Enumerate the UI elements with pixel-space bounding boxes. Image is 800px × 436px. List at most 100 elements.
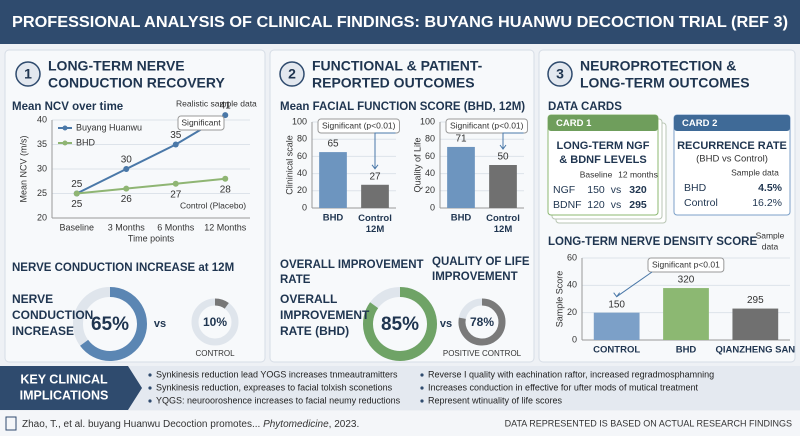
annotation: Significant (p<0.01) [322,120,396,130]
x-tick-label: 12 Months [204,222,247,232]
bullet-dot [420,373,424,377]
annotation-box [445,118,528,134]
section-title: RATE [280,274,311,286]
bar [663,288,709,340]
cell: 150 [587,184,605,196]
legend-label: Buyang Huanwu [76,122,142,132]
bar [319,152,347,208]
data-point [123,166,130,172]
data-point [172,141,179,148]
donut-arc [458,298,506,346]
donut-caption: INCREASE [12,324,74,338]
cell: 320 [629,184,647,196]
section-title: OVERALL IMPROVEMENT [280,259,424,271]
data-label: 27 [369,171,381,182]
donut-value: 10% [203,315,227,329]
separator: vs [611,184,622,196]
row-label: BDNF [553,199,582,211]
row-label: Control [684,197,718,209]
row-label: NGF [553,184,575,196]
y-tick-label: 40 [567,280,577,290]
annotation-arrow [616,271,653,298]
step-number: 2 [288,66,296,82]
annotation-box [177,115,225,131]
implications-arrow [0,366,142,410]
x-tick-label: Baseline [59,222,94,232]
donut-caption: POSITIVE CONTROL [443,349,522,358]
x-axis-label: Time points [128,233,175,243]
x-tick-label: Control 12M [486,213,520,235]
data-label: 71 [455,134,467,145]
bullet-text: Synkinesis reduction, expreases to facia… [156,382,393,392]
card-header [674,115,790,131]
arrow-head [613,292,621,298]
x-tick-label: BHD [451,213,472,224]
y-tick-label: 0 [302,202,307,212]
bullet-dot [148,373,152,377]
row-label: BHD [684,182,707,194]
note: Sample data [731,167,779,177]
card-title: & BDNF LEVELS [559,154,646,166]
cell: 4.5% [758,182,783,194]
separator: vs [154,318,166,330]
data-label: 25 [71,179,83,190]
bar [732,308,779,340]
data-label: 27 [170,189,182,200]
y-tick-label: 20 [425,185,435,195]
section-title: IMPROVEMENT [432,271,518,283]
column-header: Baseline [580,169,613,179]
donut-caption: CONTROL [195,349,235,358]
bar [447,146,475,208]
donut-caption: IMPROVEMENT [280,308,370,322]
y-tick-label: 100 [420,116,435,126]
citation-year: , 2023. [329,419,360,430]
bullet-dot [420,386,424,390]
y-tick-label: 30 [37,163,47,173]
x-tick-label: CONTROL [593,345,640,356]
bar [489,165,517,208]
citation-text: Zhao, T., et al. buyang Huanwu Decoction… [22,419,263,430]
note: data [762,241,779,251]
y-tick-label: 40 [37,114,47,124]
donut-value: 78% [470,315,494,329]
x-tick-label: BHD [676,345,697,356]
legend-swatch [62,125,68,131]
arrow-head [371,164,379,170]
donut-value: 65% [91,314,129,335]
data-point [73,190,80,197]
step-badge [547,61,573,87]
y-tick-label: 40 [297,168,307,178]
y-tick-label: 35 [37,139,47,149]
bar [593,312,640,340]
column-header: 12 months [618,169,658,179]
y-tick-label: 80 [297,134,307,144]
data-label: 320 [678,275,695,286]
data-label: 41 [220,101,232,112]
card-header [548,115,658,131]
y-axis-label: Sample Score [554,271,564,328]
y-tick-label: 20 [297,185,307,195]
y-tick-label: 60 [567,252,577,262]
data-label: 30 [121,155,133,166]
citation: Zhao, T., et al. buyang Huanwu Decoction… [22,419,359,430]
x-tick-label: Control 12M [358,213,392,235]
section-title: QUALITY OF LIFE [432,256,530,268]
bullet-dot [148,399,152,403]
panel-title: NEUROPROTECTION & [580,58,736,74]
x-tick-label: QIANZHENG SAN [715,345,795,356]
annotation: Significant [181,117,221,127]
step-badge [279,61,305,87]
cell: 120 [587,199,605,211]
y-axis-label: Clininical scale [284,135,294,195]
note: Realistic sample data [176,98,257,108]
x-tick-label: BHD [323,213,344,224]
card-tag: CARD 2 [682,118,717,129]
chart-title: Mean NCV over time [12,101,123,113]
step-badge [15,61,41,87]
bullet-list: Synkinesis reduction lead YOGS increases… [148,369,714,405]
annotation-box [647,257,725,273]
card-subtitle: (BHD vs Control) [696,154,768,165]
x-tick-label: 6 Months [157,222,195,232]
card-tag: CARD 1 [556,118,592,129]
separator: vs [440,318,452,330]
